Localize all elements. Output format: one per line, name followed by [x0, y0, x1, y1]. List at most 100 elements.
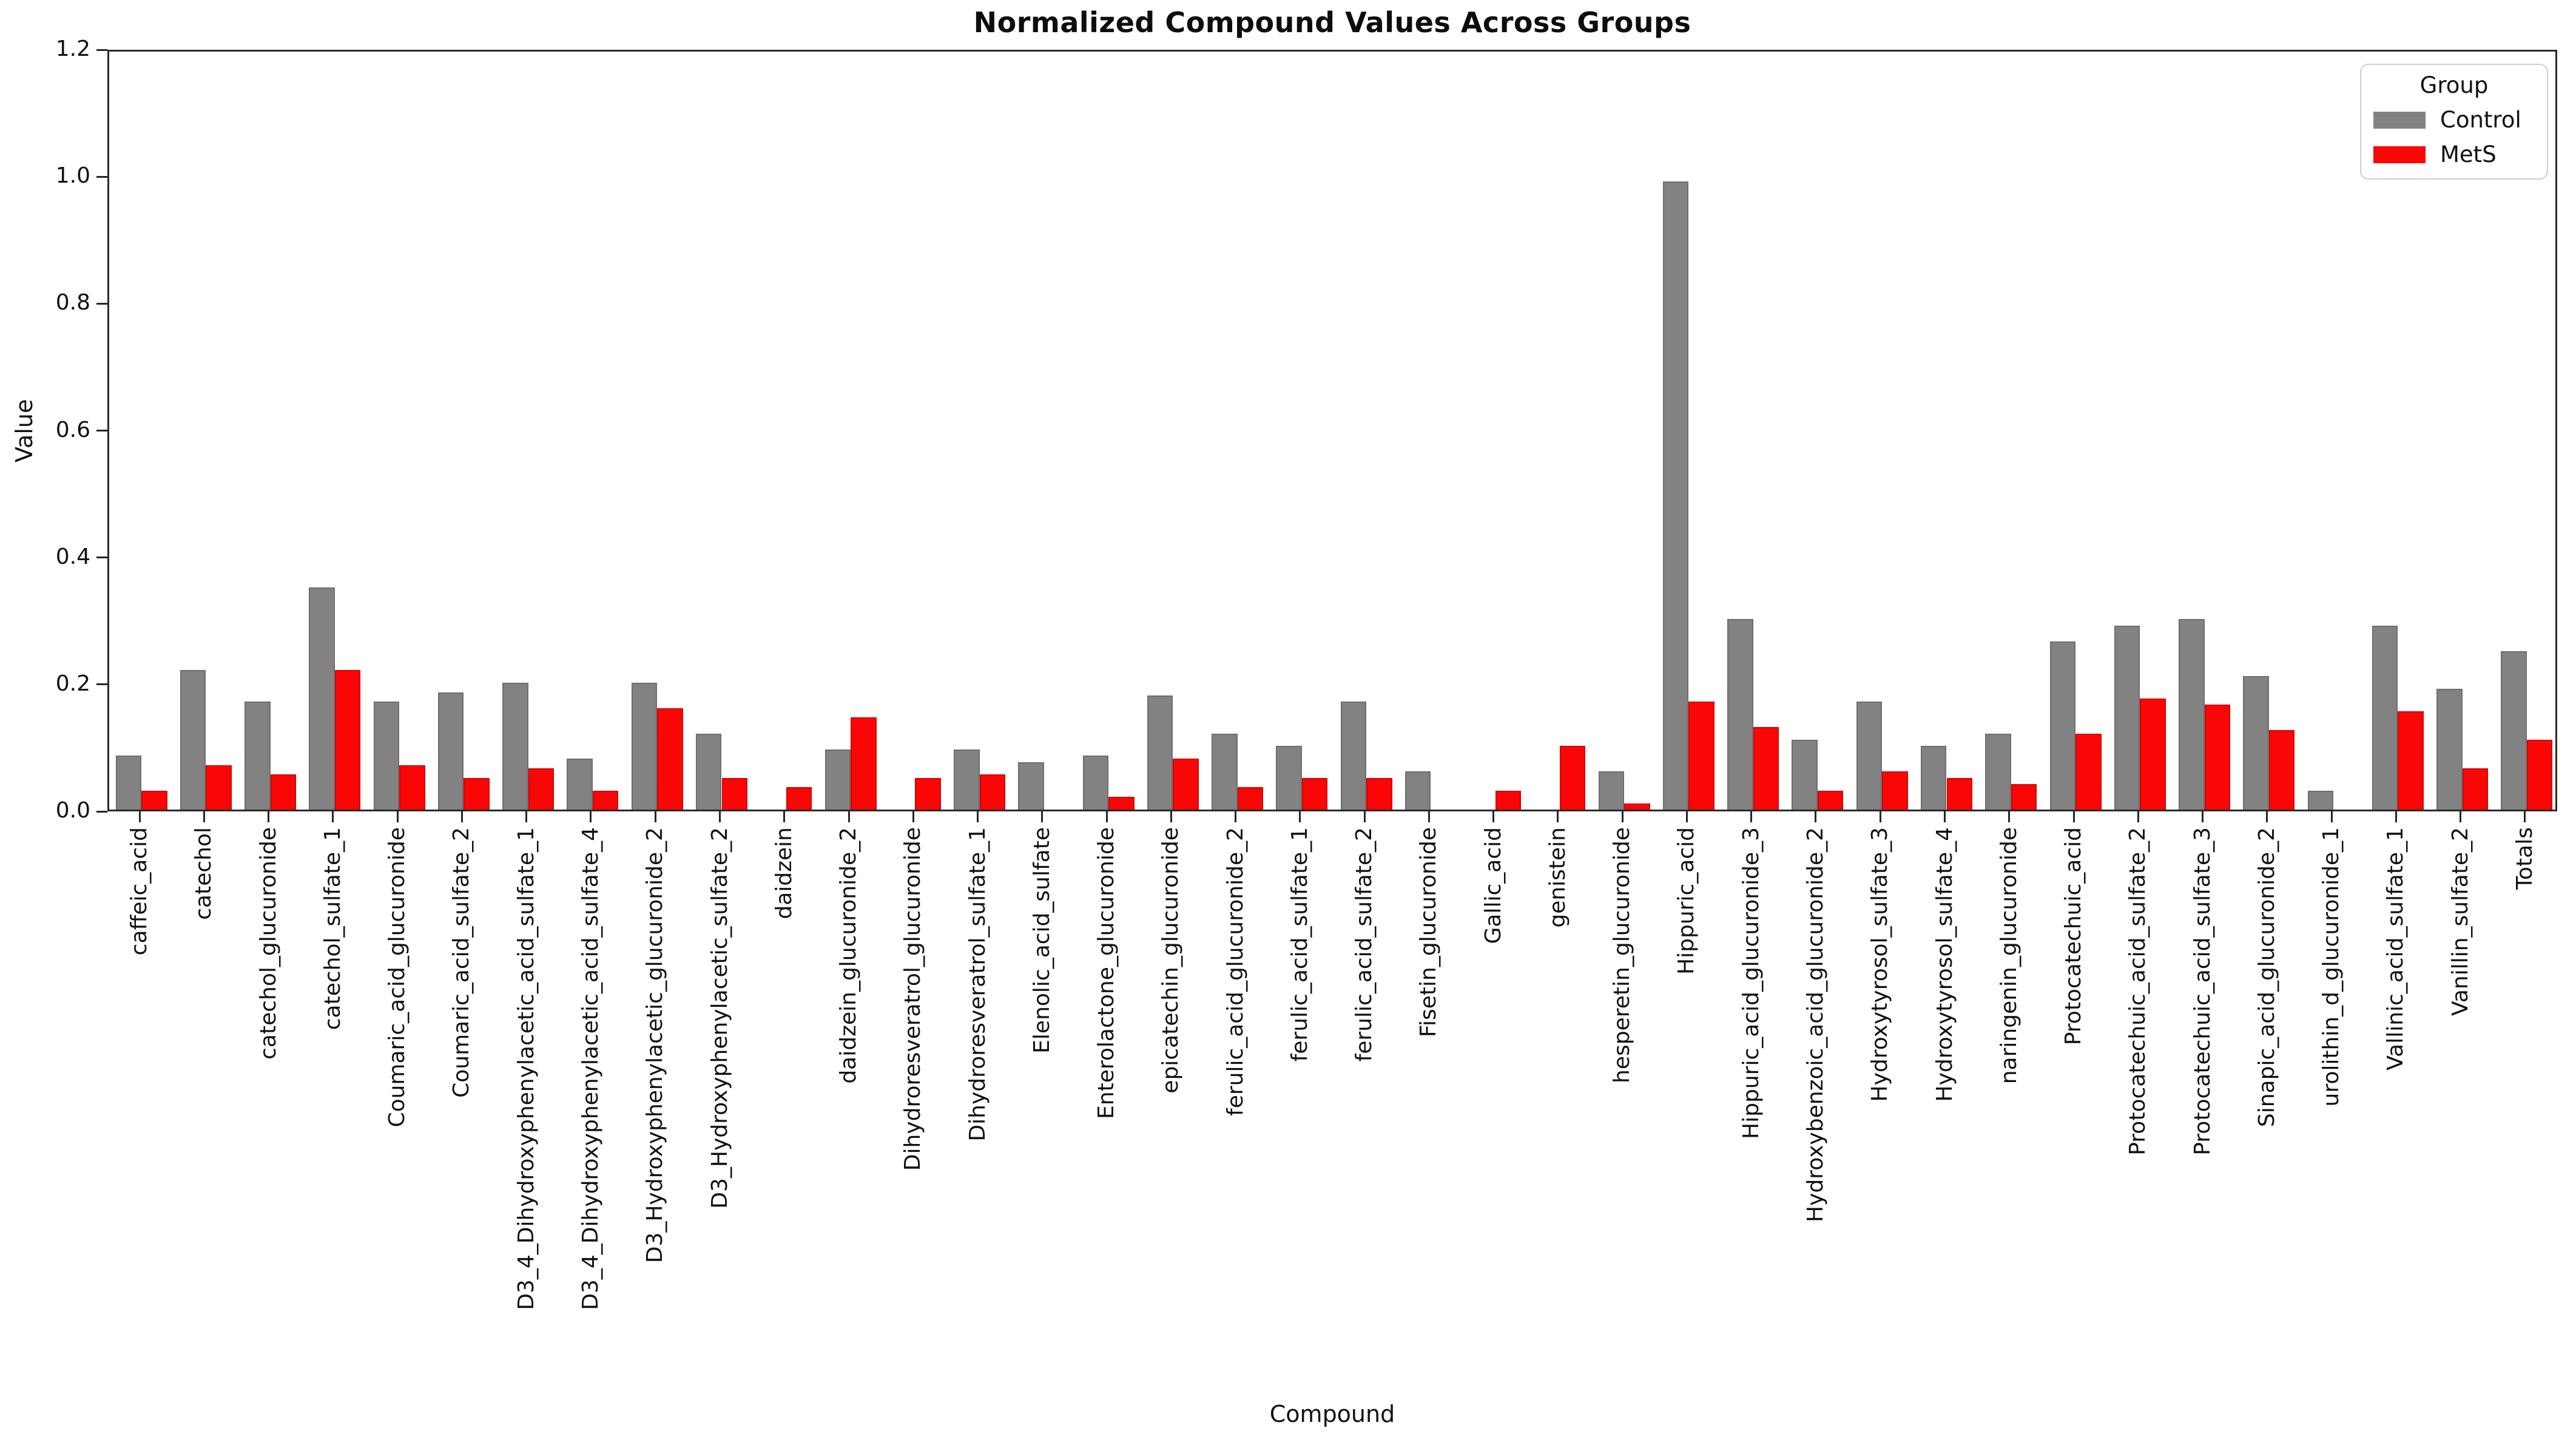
x-tick-mark: [396, 811, 399, 822]
x-tick-mark: [783, 811, 786, 822]
bar-control-caffeic_acid: [115, 756, 142, 810]
x-tick-label-caffeic_acid: caffeic_acid: [127, 827, 152, 956]
y-tick-label: 0.8: [55, 290, 90, 316]
x-tick-label-Vanillin_sulfate_2: Vanillin_sulfate_2: [2447, 827, 2473, 1017]
chart-title: Normalized Compound Values Across Groups: [973, 6, 1691, 39]
x-tick-mark: [1170, 811, 1172, 822]
bar-mets-daidzein: [786, 787, 812, 810]
y-tick-label: 0.2: [55, 671, 90, 696]
bar-control-epicatechin_glucuronide: [1147, 695, 1173, 810]
y-tick-label: 0.4: [55, 544, 90, 569]
bar-mets-ferulic_acid_sulfate_2: [1366, 777, 1392, 810]
bar-control-Hydroxytyrosol_sulfate_4: [1920, 746, 1947, 810]
bar-mets-Sinapic_acid_glucuronide_2: [2268, 730, 2295, 810]
bar-mets-catechol_sulfate_1: [334, 669, 361, 810]
bar-mets-ferulic_acid_glucuronide_2: [1237, 787, 1264, 810]
x-tick-mark: [654, 811, 656, 822]
y-tick-mark: [96, 175, 107, 178]
x-tick-label-Protocatechuic_acid_sulfate_3: Protocatechuic_acid_sulfate_3: [2190, 827, 2215, 1155]
bar-mets-Gallic_acid: [1495, 790, 1522, 810]
x-tick-mark: [138, 811, 141, 822]
y-tick-mark: [96, 683, 107, 686]
bar-control-hesperetin_glucuronide: [1598, 771, 1625, 810]
x-tick-label-D3_4_Dihydroxyphenylacetic_acid_sulfate_4: D3_4_Dihydroxyphenylacetic_acid_sulfate_…: [578, 827, 603, 1310]
x-tick-label-Vallinic_acid_sulfate_1: Vallinic_acid_sulfate_1: [2383, 827, 2409, 1071]
x-tick-label-Hydroxybenzoic_acid_glucuronide_2: Hydroxybenzoic_acid_glucuronide_2: [1802, 827, 1828, 1223]
bar-control-Enterolactone_glucuronide: [1082, 756, 1109, 810]
bar-control-catechol_sulfate_1: [309, 587, 335, 810]
legend-swatch-mets: [2373, 146, 2426, 163]
bar-mets-epicatechin_glucuronide: [1173, 759, 1199, 810]
x-tick-mark: [1105, 811, 1108, 822]
bar-mets-Vanillin_sulfate_2: [2462, 768, 2489, 810]
bar-control-Hippuric_acid: [1662, 181, 1689, 810]
bar-mets-Hydroxytyrosol_sulfate_3: [1882, 771, 1908, 810]
bar-mets-Protocatechuic_acid_sulfate_2: [2140, 698, 2166, 810]
x-tick-label-Gallic_acid: Gallic_acid: [1480, 827, 1506, 944]
bar-control-urolithin_d_glucuronide_1: [2307, 790, 2334, 810]
bar-control-D3_4_Dihydroxyphenylacetic_acid_sulfate_1: [502, 682, 528, 810]
y-tick-mark: [96, 430, 107, 431]
x-tick-mark: [848, 811, 850, 822]
bar-mets-Dihydroresveratrol_sulfate_1: [979, 774, 1006, 810]
x-tick-label-Coumaric_acid_sulfate_2: Coumaric_acid_sulfate_2: [449, 827, 474, 1098]
bar-mets-Totals: [2526, 739, 2553, 810]
bar-mets-D3_Hydroxyphenylacetic_glucuronide_2: [657, 708, 683, 810]
x-tick-mark: [1685, 811, 1688, 822]
x-tick-mark: [2395, 811, 2397, 822]
bar-control-Coumaric_acid_sulfate_2: [437, 692, 464, 810]
x-tick-mark: [1041, 811, 1044, 822]
bar-mets-Hippuric_acid: [1688, 702, 1715, 810]
x-tick-label-Dihydroresveratrol_sulfate_1: Dihydroresveratrol_sulfate_1: [965, 827, 990, 1142]
bar-mets-naringenin_glucuronide: [2011, 784, 2037, 810]
x-tick-mark: [2072, 811, 2075, 822]
x-tick-label-hesperetin_glucuronide: hesperetin_glucuronide: [1610, 827, 1635, 1083]
x-tick-label-Protocatechuic_acid: Protocatechuic_acid: [2061, 827, 2086, 1046]
x-tick-label-Hippuric_acid: Hippuric_acid: [1674, 827, 1699, 975]
x-tick-mark: [719, 811, 721, 822]
x-tick-label-Fisetin_glucuronide: Fisetin_glucuronide: [1416, 827, 1441, 1038]
bar-control-Vanillin_sulfate_2: [2436, 689, 2463, 810]
x-tick-label-Hydroxytyrosol_sulfate_4: Hydroxytyrosol_sulfate_4: [1932, 827, 1957, 1102]
x-tick-label-catechol_sulfate_1: catechol_sulfate_1: [320, 827, 345, 1030]
x-tick-label-urolithin_d_glucuronide_1: urolithin_d_glucuronide_1: [2319, 827, 2344, 1107]
x-tick-label-D3_Hydroxyphenylacetic_sulfate_2: D3_Hydroxyphenylacetic_sulfate_2: [707, 827, 732, 1209]
bar-control-Hippuric_acid_glucuronide_3: [1727, 619, 1753, 810]
x-tick-mark: [977, 811, 979, 822]
bar-control-Protocatechuic_acid: [2049, 641, 2076, 810]
bar-control-catechol_glucuronide: [244, 702, 271, 810]
legend: Group Control MetS: [2360, 64, 2548, 180]
x-tick-mark: [460, 811, 463, 822]
bar-mets-Coumaric_acid_sulfate_2: [464, 777, 490, 810]
bar-control-ferulic_acid_glucuronide_2: [1212, 733, 1238, 810]
x-tick-mark: [2524, 811, 2526, 822]
x-tick-mark: [2266, 811, 2268, 822]
bar-control-Coumaric_acid_glucuronide: [373, 702, 400, 810]
x-tick-mark: [1621, 811, 1623, 822]
bar-control-D3_Hydroxyphenylacetic_sulfate_2: [695, 733, 722, 810]
bar-control-Protocatechuic_acid_sulfate_3: [2179, 619, 2205, 810]
y-tick-mark: [96, 810, 107, 813]
bar-mets-Protocatechuic_acid: [2075, 733, 2102, 810]
plot-area: Group Control MetS: [107, 50, 2557, 811]
y-tick-mark: [96, 49, 107, 51]
bar-mets-hesperetin_glucuronide: [1624, 803, 1650, 810]
x-tick-label-ferulic_acid_glucuronide_2: ferulic_acid_glucuronide_2: [1222, 827, 1248, 1116]
bar-control-Fisetin_glucuronide: [1404, 771, 1431, 810]
x-tick-mark: [1815, 811, 1817, 822]
x-tick-mark: [1235, 811, 1237, 822]
bar-mets-Enterolactone_glucuronide: [1108, 797, 1135, 810]
x-tick-label-Enterolactone_glucuronide: Enterolactone_glucuronide: [1094, 827, 1119, 1119]
x-tick-mark: [1750, 811, 1753, 822]
x-tick-mark: [1363, 811, 1366, 822]
x-tick-mark: [1299, 811, 1301, 822]
bar-mets-D3_4_Dihydroxyphenylacetic_acid_sulfate_1: [528, 768, 555, 810]
x-tick-label-ferulic_acid_sulfate_1: ferulic_acid_sulfate_1: [1287, 827, 1312, 1062]
bar-control-daidzein_glucuronide_2: [824, 749, 851, 810]
x-tick-label-epicatechin_glucuronide: epicatechin_glucuronide: [1158, 827, 1184, 1094]
x-tick-mark: [912, 811, 914, 822]
bar-control-Protocatechuic_acid_sulfate_2: [2114, 625, 2140, 810]
x-tick-mark: [332, 811, 334, 822]
x-tick-label-Protocatechuic_acid_sulfate_2: Protocatechuic_acid_sulfate_2: [2125, 827, 2151, 1155]
